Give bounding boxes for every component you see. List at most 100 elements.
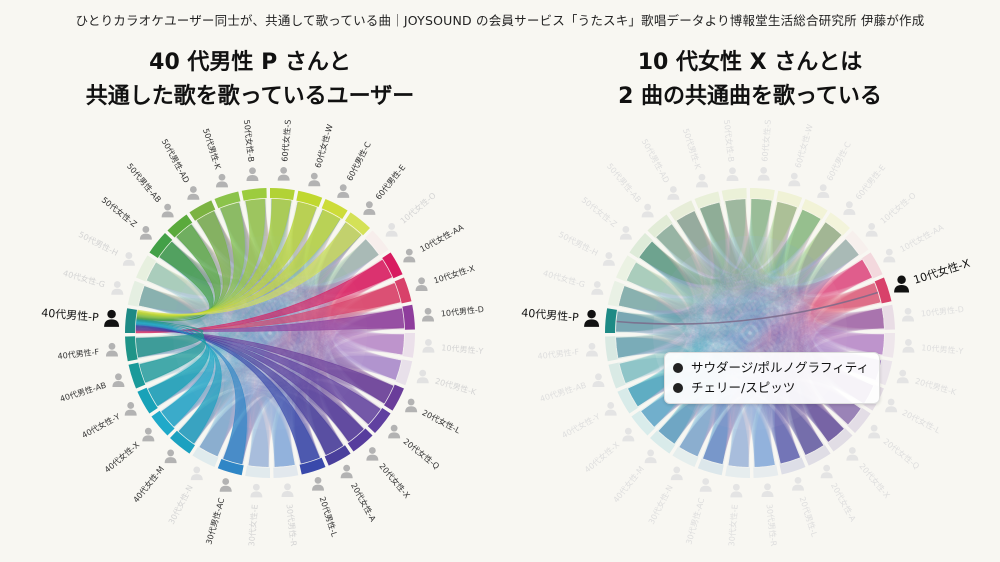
background-ribbon (639, 241, 872, 301)
node-arc[interactable] (845, 230, 869, 256)
node-arc[interactable] (270, 188, 295, 200)
node-label: 50代男性-H (557, 229, 600, 258)
node-arc[interactable] (149, 233, 173, 258)
background-ribbon (616, 311, 800, 464)
node-arc[interactable] (128, 362, 146, 389)
node-arc[interactable] (241, 188, 267, 201)
node-arc[interactable] (403, 333, 415, 358)
node-arc[interactable] (273, 465, 299, 478)
background-ribbon (146, 262, 235, 457)
bullet-icon (673, 363, 683, 373)
background-ribbon (628, 367, 697, 427)
node-arc[interactable] (882, 304, 895, 330)
background-ribbon (774, 334, 884, 464)
person-icon (219, 478, 232, 492)
background-ribbon (618, 224, 701, 312)
node-arc[interactable] (825, 212, 850, 236)
node-arc[interactable] (192, 447, 219, 467)
node-arc[interactable] (367, 408, 391, 433)
node-arc[interactable] (617, 387, 638, 414)
node-arc[interactable] (801, 199, 828, 219)
node-arc[interactable] (883, 333, 895, 358)
shared-song-link[interactable] (137, 222, 362, 316)
person-icon (415, 277, 428, 291)
node-arc[interactable] (631, 410, 655, 436)
node-wedge (839, 281, 882, 312)
node-label: 20代男性-K (434, 376, 478, 398)
node-arc[interactable] (382, 252, 403, 279)
node-arc[interactable] (608, 362, 626, 389)
node-arc[interactable] (245, 466, 270, 478)
node-arc[interactable] (697, 458, 724, 476)
background-ribbon (676, 211, 872, 296)
background-ribbon (274, 355, 402, 467)
background-ribbon (676, 211, 859, 287)
node-label: 50代女性-B (722, 119, 737, 162)
background-ribbon (679, 368, 874, 457)
node-arc[interactable] (721, 188, 747, 201)
node-label: 20代女性-A (349, 481, 379, 524)
node-arc[interactable] (753, 465, 779, 478)
node-arc[interactable] (365, 230, 389, 256)
node-arc[interactable] (395, 359, 413, 386)
node-arc[interactable] (345, 212, 370, 236)
node-arc[interactable] (384, 384, 404, 411)
node-arc[interactable] (847, 408, 871, 433)
node-arc[interactable] (779, 457, 806, 475)
background-ribbon (628, 372, 749, 467)
node-arc[interactable] (127, 280, 145, 307)
node-arc[interactable] (750, 188, 775, 200)
background-ribbon (159, 241, 402, 380)
node-arc[interactable] (170, 430, 195, 454)
node-arc[interactable] (629, 233, 653, 258)
background-ribbon (138, 286, 381, 425)
node-arc[interactable] (136, 255, 156, 282)
person-icon (730, 483, 743, 498)
node-arc[interactable] (167, 214, 193, 238)
shared-song-link[interactable] (616, 291, 878, 325)
node-arc[interactable] (189, 200, 216, 221)
node-arc[interactable] (324, 445, 351, 466)
node-arc[interactable] (125, 336, 138, 362)
node-arc[interactable] (669, 200, 696, 221)
node-arc[interactable] (299, 457, 326, 475)
node-arc[interactable] (296, 190, 323, 208)
node-arc[interactable] (151, 410, 175, 436)
node-arc[interactable] (672, 447, 699, 467)
node-arc[interactable] (804, 445, 831, 466)
node-arc[interactable] (321, 199, 348, 219)
node-arc[interactable] (725, 466, 750, 478)
node-arc[interactable] (694, 191, 721, 209)
node-arc[interactable] (214, 191, 241, 209)
node-arc[interactable] (125, 308, 137, 333)
node-arc[interactable] (776, 190, 803, 208)
node-arc[interactable] (605, 336, 618, 362)
background-ribbon (146, 262, 295, 467)
person-icon (190, 466, 203, 481)
node-wedge (137, 284, 180, 315)
node-arc[interactable] (874, 277, 892, 304)
person-icon (883, 248, 896, 263)
node-arc[interactable] (616, 255, 636, 282)
node-arc[interactable] (217, 458, 244, 476)
background-ribbon (309, 308, 404, 455)
node-arc[interactable] (347, 428, 373, 452)
person-icon (161, 203, 174, 218)
node-arc[interactable] (875, 359, 893, 386)
node-label: 60代女性-S (279, 119, 293, 162)
node-label: 10代男性-Y (921, 342, 964, 356)
background-ribbon (136, 334, 404, 358)
background-ribbon (774, 308, 884, 464)
background-ribbon (725, 199, 844, 442)
node-arc[interactable] (137, 387, 158, 414)
node-arc[interactable] (402, 304, 415, 330)
node-label: 30代女性-N (166, 483, 195, 526)
node-arc[interactable] (862, 252, 883, 279)
node-arc[interactable] (647, 214, 673, 238)
node-arc[interactable] (827, 428, 853, 452)
node-arc[interactable] (607, 280, 625, 307)
node-arc[interactable] (650, 430, 675, 454)
node-arc[interactable] (605, 308, 617, 333)
node-arc[interactable] (394, 277, 412, 304)
background-ribbon (146, 262, 364, 442)
